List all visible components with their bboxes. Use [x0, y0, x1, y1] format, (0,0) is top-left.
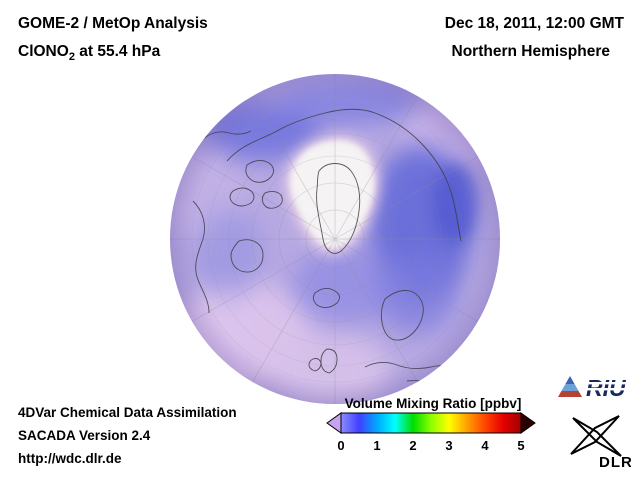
analysis-title: GOME-2 / MetOp Analysis [18, 15, 208, 32]
dlr-wordmark: DLR [599, 454, 631, 470]
riu-triangle-icon [558, 376, 582, 397]
colorbar-over-arrow [520, 412, 536, 434]
colorbar-tick-0: 0 [337, 438, 344, 453]
species-name: ClONO [18, 43, 69, 60]
assimilation-label: 4DVar Chemical Data Assimilation [18, 405, 237, 420]
species-pressure-label: ClONO2 at 55.4 hPa [18, 38, 208, 71]
colorbar-scale: 0 1 2 3 4 5 [326, 412, 536, 453]
colorbar-tick-3: 3 [445, 438, 452, 453]
header-left: GOME-2 / MetOp Analysis ClONO2 at 55.4 h… [18, 10, 208, 71]
dlr-logo: DLR [565, 408, 632, 475]
pressure-level: at 55.4 hPa [74, 43, 161, 60]
riu-logo: RIU [556, 370, 632, 407]
url-label: http://wdc.dlr.de [18, 451, 122, 466]
header-right: Dec 18, 2011, 12:00 GMT Northern Hemisph… [445, 10, 624, 66]
colorbar-under-arrow [326, 412, 342, 434]
colorbar-tick-2: 2 [409, 438, 416, 453]
colorbar-tick-1: 1 [373, 438, 380, 453]
globe-rim-shade [170, 74, 500, 404]
colorbar-tick-4: 4 [481, 438, 489, 453]
colorbar-gradient-bar [340, 412, 522, 434]
globe-svg [170, 74, 500, 404]
globe-map [169, 73, 501, 405]
version-label: SACADA Version 2.4 [18, 428, 151, 443]
footer-credits: 4DVar Chemical Data Assimilation SACADA … [18, 401, 237, 470]
colorbar-tick-5: 5 [517, 438, 524, 453]
dlr-emblem-icon [570, 415, 622, 457]
hemisphere-label: Northern Hemisphere [451, 43, 610, 60]
datetime-label: Dec 18, 2011, 12:00 GMT [444, 15, 624, 32]
colorbar-title: Volume Mixing Ratio [ppbv] [344, 396, 522, 411]
species-subscript: 2 [68, 51, 75, 64]
colorbar: Volume Mixing Ratio [ppbv] 0 1 2 3 4 5 [325, 396, 541, 461]
